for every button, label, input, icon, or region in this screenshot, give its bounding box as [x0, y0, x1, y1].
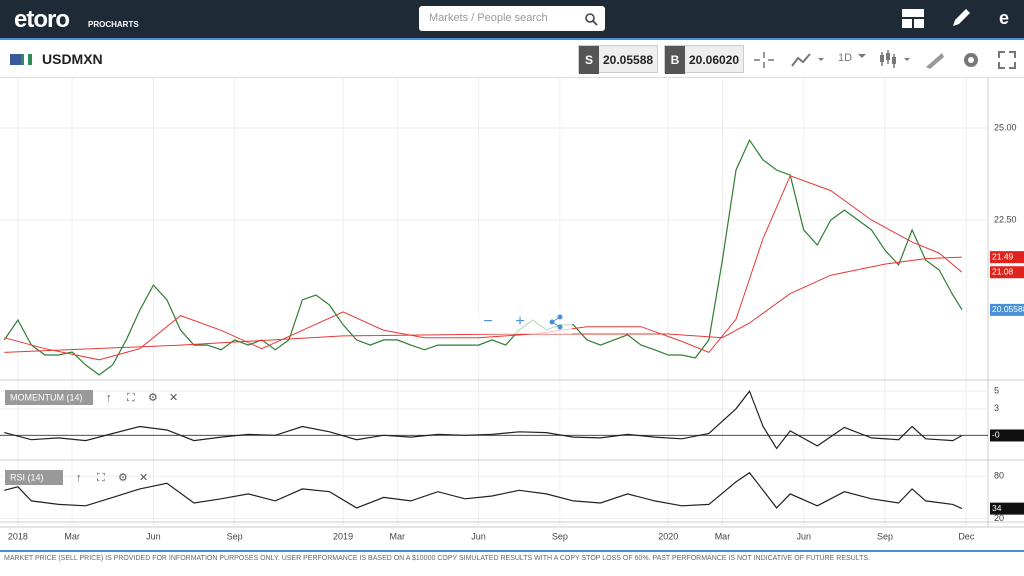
- toolbar: USDMXN S 20.05588 B 20.06020 1D: [0, 40, 1024, 78]
- panel-action[interactable]: ⛶: [127, 392, 135, 404]
- current-value-box: [990, 303, 1024, 316]
- header: etoro PROCHARTS Markets / People search …: [0, 0, 1024, 40]
- y-tick-label: 3: [994, 403, 999, 413]
- panel-label-bg: [5, 390, 93, 405]
- series-line: [3, 138, 963, 376]
- settings-icon[interactable]: [960, 49, 982, 71]
- buy-value: 20.06020: [689, 53, 740, 67]
- search-box[interactable]: Markets / People search: [419, 6, 605, 31]
- profile-icon[interactable]: e: [994, 7, 1016, 31]
- panel-action[interactable]: ↑: [106, 392, 112, 404]
- panel-action[interactable]: ⛶: [97, 472, 105, 484]
- symbol[interactable]: USDMXN: [42, 51, 103, 67]
- svg-text:e: e: [999, 8, 1009, 28]
- panel-action[interactable]: ✕: [169, 392, 178, 404]
- chart: 2018 Mar Jun Sep 2019 Mar Jun Sep 2020 Mar Jun Sep D…: [0, 78, 1024, 541]
- layout-icon[interactable]: [902, 9, 924, 29]
- footer: MARKET PRICE (SELL PRICE) IS PROVIDED FO…: [0, 550, 1024, 576]
- x-tick-label: Dec: [958, 531, 975, 541]
- y-tick-label: 22.50: [994, 214, 1017, 224]
- panel-header: RSI (14) ↑ ⛶ ⚙ ✕: [5, 470, 148, 485]
- y-tick-label: 5: [994, 386, 999, 396]
- current-value-box: [990, 429, 1024, 442]
- chart-type-icon[interactable]: [790, 50, 826, 70]
- y-tick-label: 25.00: [994, 122, 1017, 132]
- panel-header: MOMENTUM (14) ↑ ⛶ ⚙ ✕: [5, 390, 178, 405]
- current-value-label: -0: [992, 430, 1000, 440]
- zoom-in[interactable]: +: [515, 313, 524, 330]
- series-line: [4, 471, 963, 510]
- x-tick-label: 2020: [658, 531, 678, 541]
- sell-value: 20.05588: [603, 53, 654, 67]
- current-value-label: 21.49: [992, 251, 1014, 261]
- current-value-label: 20.05588: [992, 304, 1024, 314]
- current-value-label: 34: [992, 503, 1002, 513]
- x-tick-label: 2018: [8, 531, 28, 541]
- zoom-out[interactable]: −: [483, 313, 492, 330]
- x-tick-label: 2019: [333, 531, 353, 541]
- x-tick-label: Mar: [715, 531, 731, 541]
- panel-label: MOMENTUM (14): [10, 392, 83, 402]
- zoom-bg: [474, 310, 572, 334]
- x-tick-label: Jun: [471, 531, 486, 541]
- y-tick-label: 20: [994, 513, 1004, 523]
- current-value-box: [990, 502, 1024, 515]
- sell-label: S: [579, 46, 599, 74]
- panel-label: RSI (14): [10, 472, 44, 482]
- share-icon[interactable]: [549, 314, 563, 330]
- sell-price[interactable]: S 20.05588: [578, 45, 658, 74]
- plots: 2018 Mar Jun Sep 2019 Mar Jun Sep 2020 Mar Jun Sep D…: [0, 78, 1024, 541]
- fullscreen-icon[interactable]: [996, 49, 1018, 71]
- edit-icon[interactable]: [950, 7, 972, 29]
- panel-action[interactable]: ⚙: [118, 472, 128, 484]
- buy-label: B: [665, 46, 685, 74]
- crosshair-icon[interactable]: [752, 50, 776, 70]
- x-tick-label: Mar: [64, 531, 80, 541]
- current-value-box: [990, 251, 1024, 264]
- flag-icon: [10, 54, 32, 65]
- series-line: [4, 389, 963, 450]
- dropdown-icon[interactable]: [858, 54, 866, 60]
- panel-action[interactable]: ↑: [76, 472, 82, 484]
- zoom-controls: − +: [474, 310, 572, 334]
- x-tick-label: Sep: [552, 531, 568, 541]
- x-tick-label: Jun: [146, 531, 161, 541]
- current-value-label: 21.08: [992, 266, 1014, 276]
- series-line: [4, 256, 963, 353]
- logo-sub: PROCHARTS: [88, 20, 139, 29]
- x-tick-label: Sep: [227, 531, 243, 541]
- draw-icon[interactable]: [924, 49, 946, 71]
- search-icon[interactable]: [584, 12, 598, 26]
- panel-label-bg: [5, 470, 63, 485]
- indicator-icon[interactable]: [878, 48, 912, 70]
- y-tick-label: 80: [994, 471, 1004, 481]
- timeframe[interactable]: 1D: [838, 52, 853, 64]
- logo[interactable]: etoro: [14, 6, 70, 33]
- x-tick-label: Mar: [390, 531, 406, 541]
- disclaimer: MARKET PRICE (SELL PRICE) IS PROVIDED FO…: [4, 555, 870, 562]
- panel-action[interactable]: ✕: [139, 472, 148, 484]
- x-tick-label: Jun: [796, 531, 811, 541]
- panel-action[interactable]: ⚙: [148, 392, 158, 404]
- x-tick-label: Sep: [877, 531, 893, 541]
- buy-price[interactable]: B 20.06020: [664, 45, 744, 74]
- current-value-box: [990, 266, 1024, 279]
